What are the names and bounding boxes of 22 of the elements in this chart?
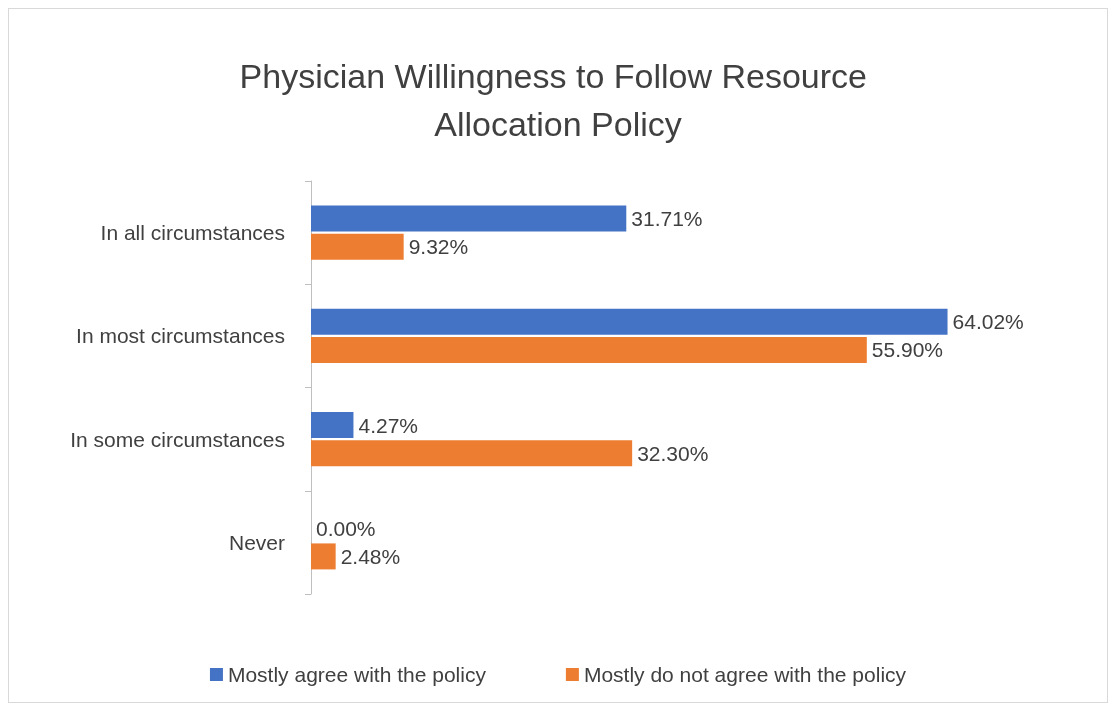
data-label: 9.32% [408, 235, 469, 259]
bar [311, 233, 404, 260]
y-tick-label: In all circumstances [100, 221, 285, 245]
bar [311, 205, 627, 232]
bar [311, 440, 633, 467]
chart-title: Physician Willingness to Follow Resource Allocation Policy [239, 57, 877, 143]
data-label: 55.90% [871, 338, 944, 362]
y-tick-label: In most circumstances [76, 324, 285, 348]
data-label: 0.00% [316, 516, 376, 540]
legend-label: Mostly agree with the policy [227, 663, 487, 686]
data-label: 4.27% [358, 413, 418, 437]
bar [311, 543, 336, 570]
data-label: 32.30% [637, 441, 709, 465]
y-tick-label: Never [228, 530, 285, 554]
y-tick-label: In some circumstances [70, 427, 285, 451]
data-label: 64.02% [952, 310, 1024, 334]
bar [311, 412, 354, 439]
bar [311, 308, 948, 335]
data-label: 2.48% [340, 544, 401, 568]
legend-label: Mostly do not agree with the policy [583, 663, 907, 686]
bar [311, 336, 867, 363]
data-label: 31.71% [631, 207, 703, 231]
